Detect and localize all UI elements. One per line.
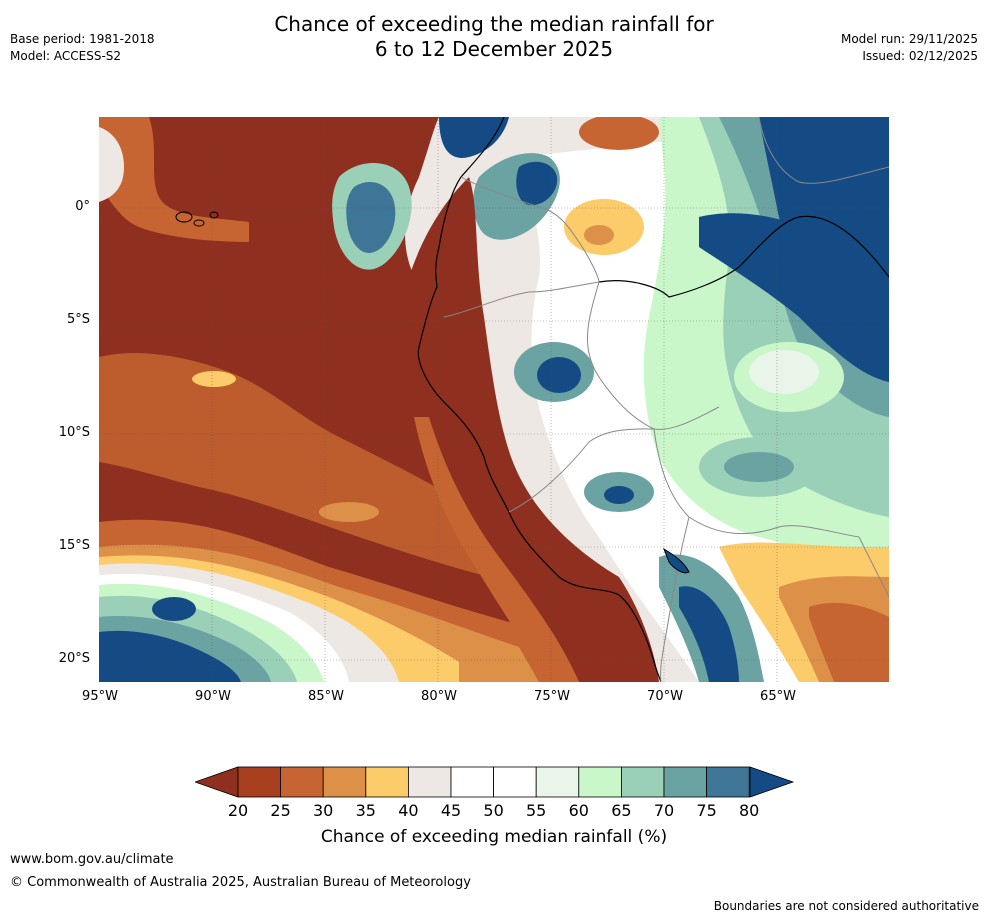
map-title: Chance of exceeding the median rainfall …	[0, 12, 988, 62]
colorbar	[195, 766, 795, 798]
east-navy-2	[699, 213, 889, 382]
interior-darkteal-3	[724, 452, 794, 482]
lon-label-80w: 80°W	[421, 689, 457, 704]
north-navy-top	[439, 117, 509, 158]
lon-label-90w: 90°W	[195, 689, 231, 704]
lake-titicaca	[663, 547, 690, 574]
lat-label-10s: 10°S	[58, 425, 90, 440]
lon-label-95w: 95°W	[82, 689, 118, 704]
coastal-dry-strip	[407, 177, 659, 682]
colorbar-tick: 35	[355, 801, 376, 820]
issued-date: Issued: 02/12/2025	[862, 49, 978, 63]
north-orange-patch-2	[584, 225, 614, 245]
model-run: Model run: 29/11/2025	[840, 32, 978, 46]
mid-ocean-yellow	[192, 371, 236, 387]
country-boundaries	[443, 117, 889, 682]
meta-left: Base period: 1981-2018 Model: ACCESS-S2	[10, 31, 155, 65]
colorbar-cell	[493, 766, 537, 798]
title-line-2: 6 to 12 December 2025	[374, 37, 614, 61]
colorbar-cell	[450, 766, 494, 798]
colorbar-label: Chance of exceeding median rainfall (%)	[320, 827, 668, 847]
colorbar-tick: 40	[398, 801, 419, 820]
colorbar-cell	[706, 766, 750, 798]
colorbar-cells	[237, 766, 750, 798]
lon-label-85w: 85°W	[308, 689, 344, 704]
colorbar-tick: 20	[227, 801, 249, 820]
lat-label-5s: 5°S	[66, 312, 90, 327]
footer-note: Boundaries are not considered authoritat…	[713, 899, 979, 913]
galapagos-islands	[175, 211, 219, 227]
rainfall-map	[99, 117, 889, 682]
title-line-1: Chance of exceeding the median rainfall …	[274, 12, 714, 36]
colorbar-cell	[620, 766, 665, 798]
colorbar-tick: 65	[611, 801, 632, 820]
coastline	[417, 117, 662, 682]
base-period: Base period: 1981-2018	[10, 32, 155, 46]
colorbar-tick: 75	[696, 801, 717, 820]
footer-copyright: © Commonwealth of Australia 2025, Austra…	[10, 875, 471, 890]
north-orange-patch	[579, 117, 659, 150]
colorbar-high-arrow	[749, 766, 795, 798]
mid-ocean-orange	[99, 352, 539, 587]
colorbar-tick: 50	[483, 801, 504, 820]
lon-label-65w: 65°W	[760, 689, 796, 704]
colorbar-tick: 55	[526, 801, 547, 820]
north-coast	[598, 215, 889, 298]
south-interior-navy	[679, 586, 739, 682]
colorbar-cell	[322, 766, 367, 798]
footer-url[interactable]: www.bom.gov.au/climate	[10, 852, 174, 867]
lon-label-70w: 70°W	[647, 689, 683, 704]
lat-label-20s: 20°S	[58, 651, 90, 666]
colorbar-cell	[407, 766, 452, 798]
colorbar-cell	[365, 766, 409, 798]
gridlines	[99, 117, 889, 682]
colorbar-tick: 25	[270, 801, 291, 820]
interior-navy-1	[537, 357, 581, 393]
colorbar-tick: 45	[440, 801, 462, 820]
meta-right: Model run: 29/11/2025 Issued: 02/12/2025	[841, 31, 978, 65]
colorbar-tick: 70	[653, 801, 675, 820]
colorbar-tick: 80	[739, 801, 760, 820]
interior-white-4	[749, 350, 819, 394]
colorbar-cell	[280, 766, 324, 798]
sw-blob-navy	[152, 597, 196, 621]
colorbar-low-arrow	[195, 766, 239, 798]
model-name: Model: ACCESS-S2	[10, 49, 122, 63]
lon-label-75w: 75°W	[534, 689, 570, 704]
lat-label-15s: 15°S	[58, 538, 90, 553]
colorbar-cell	[663, 766, 707, 798]
coastal-orange-edge	[414, 417, 579, 682]
colorbar-tick: 30	[313, 801, 334, 820]
north-navy-blob	[346, 182, 396, 253]
north-navy-2	[516, 161, 558, 206]
colorbar-tick: 60	[568, 801, 589, 820]
mid-ocean-peach	[319, 502, 379, 522]
nw-orange	[99, 117, 249, 242]
lat-label-0: 0°	[75, 199, 90, 214]
nw-white	[99, 127, 124, 202]
interior-navy-2	[604, 486, 634, 504]
colorbar-cell	[578, 766, 622, 798]
se-rust	[809, 602, 889, 682]
map-graphic	[99, 117, 889, 682]
colorbar-cell	[535, 766, 580, 798]
sw-band-navy	[99, 630, 241, 682]
colorbar-cell	[237, 766, 281, 798]
